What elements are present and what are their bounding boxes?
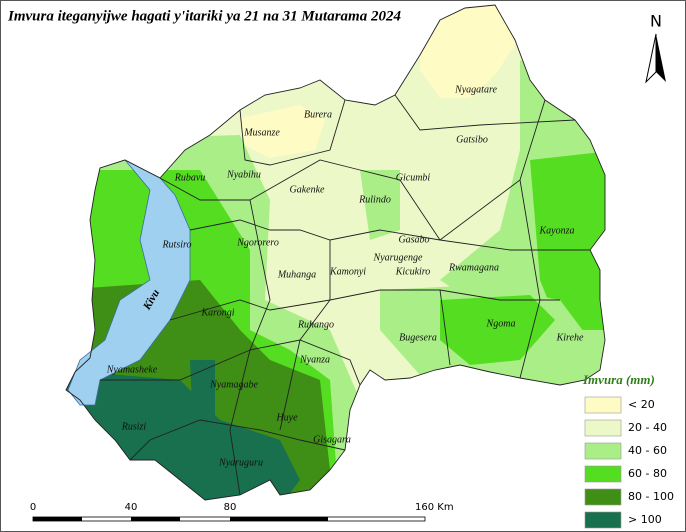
north-arrow [645,33,657,84]
district-label: Nyaruguru [218,457,263,468]
zone [530,150,605,330]
district-label: Burera [304,109,332,120]
district-label: Nyagatare [454,84,497,95]
district-label: Kicukiro [395,266,431,277]
zone [420,5,520,98]
district-label: Rulindo [358,194,391,205]
legend-label: > 100 [628,513,662,526]
district-label: Rutsiro [161,239,191,250]
scale-label: 80 [224,502,237,513]
legend-swatch [584,488,622,506]
district-label: Karongi [201,307,235,318]
scale-label: 0 [30,502,36,513]
legend-swatch [584,419,622,437]
map-title: Imvura iteganyijwe hagati y'itariki ya 2… [7,8,401,24]
district-label: Ngororero [236,237,279,248]
district-label: Kayonza [539,225,575,236]
legend-swatch [584,396,622,414]
district-borders [100,94,590,496]
district-label: Nyarugenge [373,252,423,263]
district-label: Gisagara [313,434,351,445]
district-label: Nyabihu [226,169,261,180]
zone [240,105,325,158]
zone [190,360,215,470]
lake [67,159,191,406]
district-label: Nyamagabe [209,379,258,390]
legend-label: < 20 [628,398,655,411]
district-label: Rubavu [174,172,206,183]
district-label: Bugesera [399,332,437,343]
district-label: Nyanza [299,354,330,365]
district-label: Gatsibo [456,134,488,145]
north-arrow [656,34,666,82]
legend-swatch [584,442,622,460]
district-label: Gicumbi [396,172,431,183]
legend-label: 80 - 100 [628,490,674,503]
district-label: Rusizi [121,421,147,432]
district-label: Nyamasheke [106,364,158,375]
district-label: Musanze [243,127,280,138]
zone [440,295,555,365]
legend-label: 20 - 40 [628,421,667,434]
legend-swatch [584,465,622,483]
scale-bar: 0 40 80 160 Km [30,502,454,522]
legend-title: Imvura (mm) [582,372,655,387]
zone [360,170,400,240]
district-label: Rwamagana [448,262,499,273]
district-label: Ruhango [297,319,334,330]
legend: < 20 20 - 40 40 - 60 60 - 80 80 - 100 > 100 [584,396,674,529]
district-label: Huye [275,412,298,423]
north-label: N [650,12,662,31]
legend-label: 40 - 60 [628,444,667,457]
scale-label: 160 Km [415,502,454,513]
district-label: Gakenke [290,184,326,195]
district-label: Kamonyi [329,266,366,277]
district-label: Muhanga [277,269,316,280]
district-label: Gasabo [398,234,429,245]
legend-label: 60 - 80 [628,467,667,480]
legend-swatch [584,511,622,529]
district-label: Ngoma [486,318,516,329]
district-label: Kirehe [556,332,584,343]
scale-label: 40 [125,502,138,513]
